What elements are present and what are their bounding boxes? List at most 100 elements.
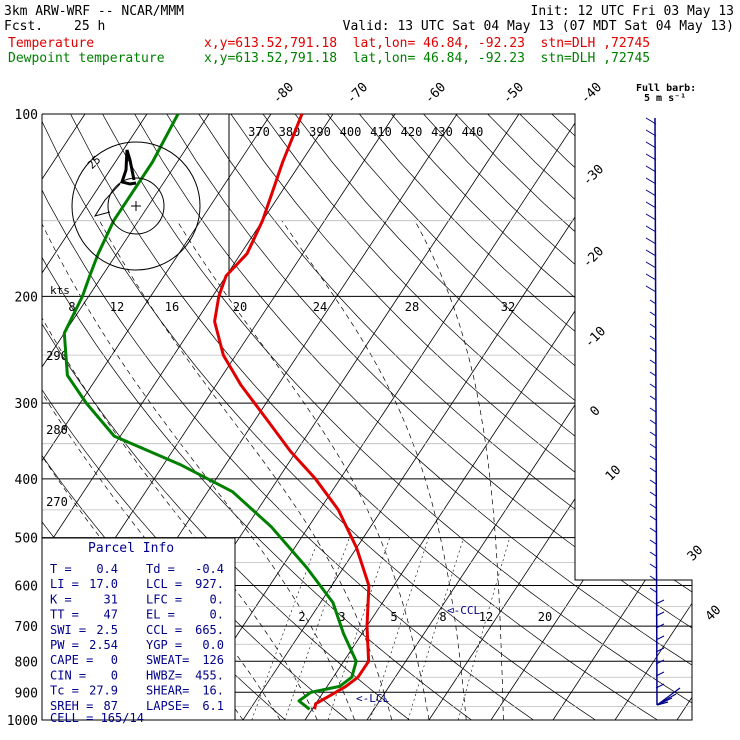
isotherm — [552, 114, 692, 720]
wind-barb-flag — [645, 129, 657, 137]
parcel-field: CAPE = — [50, 653, 93, 667]
parcel-field: 0 — [111, 653, 118, 667]
moist-adiabat — [281, 220, 467, 720]
theta-label: 270 — [46, 495, 68, 509]
isotherm — [42, 114, 272, 720]
wind-barb-profile — [645, 117, 681, 706]
theta-label: 290 — [46, 349, 68, 363]
dewpoint-location: x,y=613.52,791.18 lat,lon= 46.84, -92.23… — [204, 51, 651, 66]
moist-adiabat — [414, 220, 504, 720]
wind-barb-flag — [649, 299, 657, 305]
pressure-label: 400 — [15, 473, 38, 488]
parcel-box-frame — [41, 537, 236, 721]
isotherm-label: -80 — [270, 80, 297, 107]
hodograph-storm-vector — [93, 183, 121, 217]
isotherm-label: -10 — [582, 324, 609, 351]
parcel-field: TT = — [50, 608, 79, 622]
hodograph-unit: kts — [50, 284, 70, 297]
theta-label: 430 — [431, 125, 453, 139]
parcel-field: 87 — [104, 699, 118, 713]
wind-barb-flag — [655, 659, 665, 665]
parcel-field: SHEAR= — [146, 684, 189, 698]
wind-barb-flag — [645, 273, 657, 281]
theta-label: 370 — [248, 125, 270, 139]
isotherm — [366, 114, 692, 720]
wind-barb-flag — [655, 635, 665, 641]
parcel-field: LAPSE= — [146, 699, 189, 713]
parcel-field: CIN = — [50, 668, 86, 682]
isotherm — [42, 114, 210, 720]
parcel-cell: CELL = 165/14 — [50, 711, 144, 725]
parcel-field: K = — [50, 592, 72, 606]
wind-barb-flag — [655, 611, 665, 617]
temperature-location: x,y=613.52,791.18 lat,lon= 46.84, -92.23… — [204, 36, 651, 51]
parcel-field: -0.4 — [195, 562, 224, 576]
dry-adiabat — [391, 114, 692, 720]
theta-label: 390 — [309, 125, 331, 139]
pressure-label: 700 — [15, 620, 38, 635]
parcel-field: 0. — [210, 592, 224, 606]
pressure-label: 1000 — [7, 714, 38, 729]
hodograph-ring-label: 25 — [85, 153, 104, 172]
dewpoint-trace — [62, 114, 358, 711]
parcel-field: 126 — [202, 653, 224, 667]
dry-adiabat — [294, 114, 692, 720]
mixing-ratio-label: 28 — [405, 300, 419, 314]
parcel-field: 17.0 — [89, 577, 118, 591]
pressure-label: 500 — [15, 532, 38, 547]
isotherm-label: -40 — [578, 80, 605, 107]
wind-barb-flag — [649, 563, 657, 569]
mixing-ratio-label: 20 — [233, 300, 247, 314]
wind-barb-flag — [645, 237, 657, 245]
moist-adiabat — [176, 220, 430, 720]
wind-barb-flag — [649, 491, 657, 497]
parcel-field: 455. — [195, 668, 224, 682]
theta-label: 420 — [401, 125, 423, 139]
wind-barb-flag — [645, 201, 657, 209]
mixing-ratio-label: 12 — [479, 610, 493, 624]
wind-barb-flag — [645, 153, 657, 161]
pressure-label: 900 — [15, 686, 38, 701]
model-title: 3km ARW-WRF -- NCAR/MMM — [4, 4, 185, 19]
dry-adiabat — [326, 114, 692, 720]
fcst-value: 25 h — [74, 19, 106, 34]
wind-barb-flag — [649, 551, 657, 557]
wind-barb-flag — [649, 311, 657, 317]
pressure-label: 200 — [15, 290, 38, 305]
isotherm-label: 10 — [603, 463, 625, 485]
parcel-field: 16. — [202, 684, 224, 698]
lcl-annotation: <-LCL — [356, 692, 389, 705]
dry-adiabat — [359, 114, 692, 720]
hodograph: kts 25 — [50, 141, 201, 297]
isotherm-label: 30 — [685, 543, 707, 565]
wind-barb-flag — [649, 467, 657, 473]
parcel-field: 2.5 — [96, 623, 118, 637]
isotherm-label: -60 — [422, 80, 449, 107]
wind-barb-flag — [645, 285, 657, 293]
wind-barb-flag — [649, 503, 657, 509]
wind-barb-flag — [655, 647, 665, 653]
wind-barb-flag — [649, 407, 657, 413]
isotherm — [180, 114, 582, 720]
wind-barb-flag — [649, 587, 657, 593]
parcel-field: EL = — [146, 608, 175, 622]
wind-barb-flag — [649, 347, 657, 353]
dry-adiabat — [166, 114, 692, 720]
wind-barb-flag — [645, 249, 657, 257]
isotherm-label: -20 — [580, 244, 607, 271]
pressure-label: 100 — [15, 108, 38, 123]
wind-barb-flag — [649, 575, 657, 581]
legend-dewpoint: Dewpoint temperature — [8, 51, 165, 66]
parcel-field: CCL = — [146, 623, 182, 637]
wind-barb-flag — [649, 419, 657, 425]
legend-temperature: Temperature — [8, 36, 95, 51]
isotherm-label: 40 — [703, 603, 725, 625]
wind-barb-flag — [649, 359, 657, 365]
parcel-field: LI = — [50, 577, 79, 591]
isotherm — [42, 114, 334, 720]
wind-barb-flag — [649, 431, 657, 437]
mixing-ratio-label: 8 — [68, 300, 75, 314]
mixing-ratio-label: 5 — [390, 610, 397, 624]
wind-barb-flag — [645, 177, 657, 185]
parcel-field: SREH = — [50, 699, 93, 713]
